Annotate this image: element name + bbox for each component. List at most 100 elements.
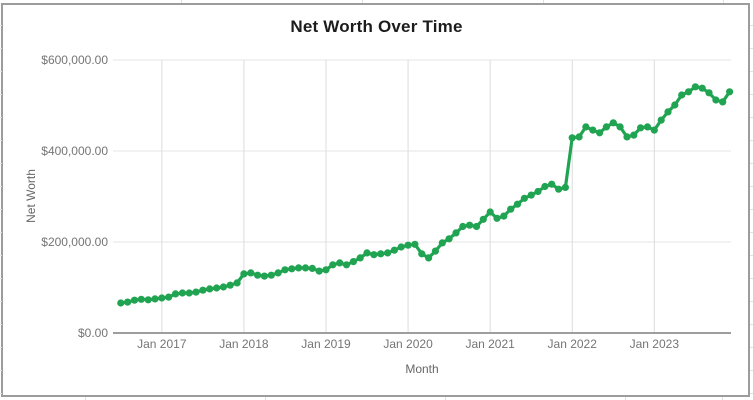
data-point[interactable] xyxy=(678,91,686,99)
data-point[interactable] xyxy=(301,264,310,272)
x-tick-label: Jan 2020 xyxy=(383,337,433,351)
data-point[interactable] xyxy=(117,299,125,307)
data-point[interactable] xyxy=(411,240,419,248)
data-point[interactable] xyxy=(616,123,624,131)
data-point[interactable] xyxy=(623,133,631,141)
data-point[interactable] xyxy=(513,200,522,208)
data-point[interactable] xyxy=(288,265,296,273)
sheet-gridline-stub xyxy=(750,140,753,141)
data-point[interactable] xyxy=(630,131,638,139)
data-point[interactable] xyxy=(671,101,679,109)
data-point[interactable] xyxy=(384,249,392,257)
data-point[interactable] xyxy=(548,180,556,188)
data-point[interactable] xyxy=(377,250,385,258)
data-point[interactable] xyxy=(637,124,645,132)
data-point[interactable] xyxy=(295,264,303,272)
data-point[interactable] xyxy=(281,266,289,274)
data-point[interactable] xyxy=(267,271,275,279)
data-point[interactable] xyxy=(370,251,378,259)
data-point[interactable] xyxy=(185,289,193,297)
data-point[interactable] xyxy=(199,286,207,294)
data-point[interactable] xyxy=(643,123,652,131)
data-point[interactable] xyxy=(274,269,282,277)
data-point[interactable] xyxy=(308,264,316,272)
data-point[interactable] xyxy=(431,247,439,255)
data-point[interactable] xyxy=(479,215,487,223)
x-tick-label: Jan 2017 xyxy=(137,337,187,351)
data-point[interactable] xyxy=(254,271,262,279)
y-tick-label: $0.00 xyxy=(77,326,108,340)
data-point[interactable] xyxy=(390,246,398,254)
data-point[interactable] xyxy=(233,279,241,287)
data-point[interactable] xyxy=(404,241,412,249)
sheet-gridline-stub xyxy=(722,397,723,400)
data-point[interactable] xyxy=(527,191,535,199)
data-point[interactable] xyxy=(124,298,132,306)
data-point[interactable] xyxy=(226,281,234,289)
data-point[interactable] xyxy=(507,205,515,213)
data-point[interactable] xyxy=(240,270,248,278)
data-point[interactable] xyxy=(178,289,186,297)
data-point[interactable] xyxy=(726,88,734,96)
data-point[interactable] xyxy=(206,285,214,293)
sheet-gridline-stub xyxy=(0,324,2,325)
data-point[interactable] xyxy=(349,258,357,266)
data-point[interactable] xyxy=(363,249,371,257)
data-point[interactable] xyxy=(213,284,221,292)
data-point[interactable] xyxy=(561,183,570,191)
data-point[interactable] xyxy=(356,254,364,262)
sheet-gridline-stub xyxy=(750,163,753,164)
data-point[interactable] xyxy=(486,208,494,216)
data-point[interactable] xyxy=(555,185,563,193)
chart-widget[interactable] xyxy=(1,3,750,397)
data-point[interactable] xyxy=(705,89,713,97)
data-point[interactable] xyxy=(260,272,268,280)
data-point[interactable] xyxy=(438,239,446,247)
data-point[interactable] xyxy=(171,290,180,298)
data-point[interactable] xyxy=(568,134,576,142)
data-point[interactable] xyxy=(397,243,405,251)
data-point[interactable] xyxy=(329,261,337,269)
data-point[interactable] xyxy=(534,187,542,196)
data-point[interactable] xyxy=(493,214,501,222)
data-point[interactable] xyxy=(589,126,597,134)
data-point[interactable] xyxy=(575,133,583,141)
data-point[interactable] xyxy=(459,222,467,231)
data-point[interactable] xyxy=(466,221,474,229)
data-point[interactable] xyxy=(144,296,152,304)
data-point[interactable] xyxy=(602,123,611,131)
data-point[interactable] xyxy=(425,254,433,262)
data-point[interactable] xyxy=(472,222,481,231)
data-point[interactable] xyxy=(315,267,323,275)
data-point[interactable] xyxy=(165,293,173,301)
data-point[interactable] xyxy=(664,108,672,116)
data-point[interactable] xyxy=(541,182,549,191)
data-point[interactable] xyxy=(684,88,693,96)
x-tick-label: Jan 2019 xyxy=(301,337,351,351)
data-point[interactable] xyxy=(691,83,700,91)
data-point[interactable] xyxy=(500,212,508,220)
data-point[interactable] xyxy=(130,296,139,304)
data-point[interactable] xyxy=(247,269,255,277)
data-point[interactable] xyxy=(445,235,453,243)
data-point[interactable] xyxy=(418,250,426,258)
data-point[interactable] xyxy=(657,116,665,124)
data-point[interactable] xyxy=(336,259,344,267)
data-point[interactable] xyxy=(698,84,706,92)
data-point[interactable] xyxy=(158,294,166,302)
data-point[interactable] xyxy=(342,261,351,269)
data-point[interactable] xyxy=(192,288,200,296)
data-point[interactable] xyxy=(322,266,330,274)
data-point[interactable] xyxy=(151,295,159,303)
data-point[interactable] xyxy=(650,126,658,134)
sheet-gridline-stub xyxy=(0,25,2,26)
data-point[interactable] xyxy=(219,283,227,291)
data-point[interactable] xyxy=(719,98,727,106)
data-point[interactable] xyxy=(520,194,529,202)
data-point[interactable] xyxy=(596,129,604,137)
data-point[interactable] xyxy=(582,123,590,131)
data-point[interactable] xyxy=(609,119,617,127)
data-point[interactable] xyxy=(452,229,460,237)
data-point[interactable] xyxy=(712,96,720,104)
data-point[interactable] xyxy=(137,295,145,303)
